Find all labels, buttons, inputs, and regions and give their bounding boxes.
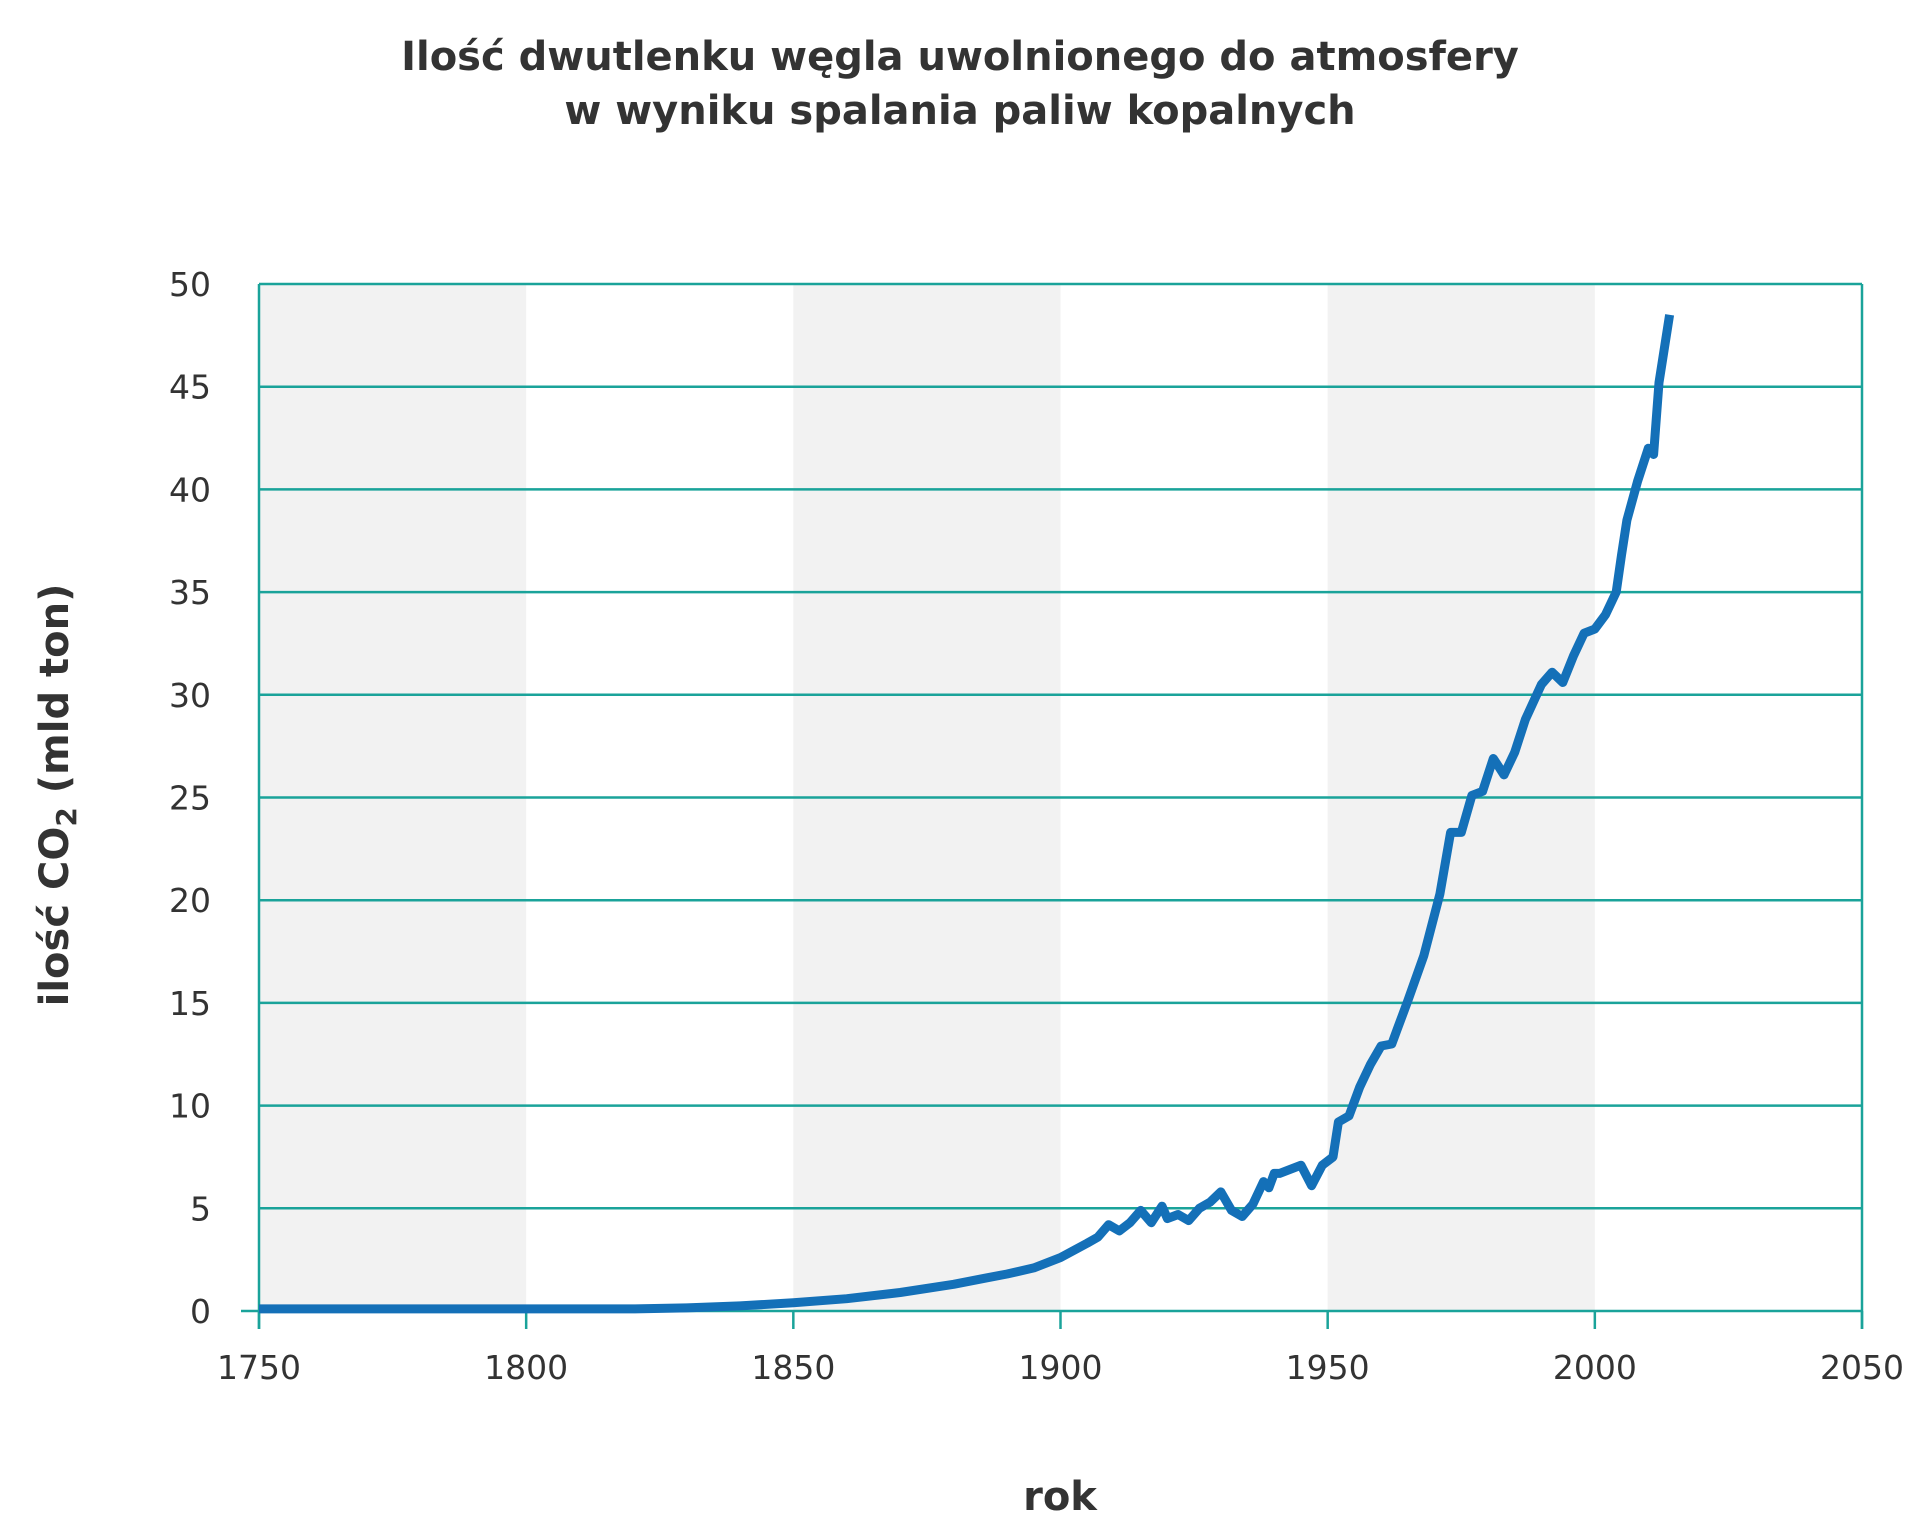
y-tick-label-5: 5	[190, 1189, 211, 1228]
x-axis-title: rok	[1023, 1474, 1098, 1520]
x-tick-label-2050: 2050	[1820, 1348, 1904, 1387]
y-axis-title-subscript: 2	[50, 807, 83, 826]
y-axis-title-unit: (mld ton)	[32, 584, 78, 808]
chart-title-line-2: w wyniku spalania paliw kopalnych	[564, 88, 1355, 134]
y-tick-label-15: 15	[169, 984, 211, 1023]
chart-title-line-1: Ilość dwutlenku węgla uwolnionego do atm…	[401, 34, 1519, 80]
y-tick-label-0: 0	[190, 1292, 211, 1331]
y-axis-title-main: ilość CO	[32, 827, 78, 1007]
x-tick-label-1800: 1800	[484, 1348, 568, 1387]
y-tick-label-25: 25	[169, 779, 211, 818]
x-tick-label-1950: 1950	[1286, 1348, 1370, 1387]
tick-labels: 0 5 10 15 20 25 30 35 40 45 50 1750 1800 1850 1900 1950…	[169, 265, 1904, 1387]
x-tick-label-1850: 1850	[751, 1348, 835, 1387]
axes	[241, 284, 1864, 1329]
y-tick-label-45: 45	[169, 368, 211, 407]
y-tick-label-30: 30	[169, 676, 211, 715]
series-layer	[259, 314, 1675, 1314]
y-tick-label-40: 40	[169, 470, 211, 509]
x-tick-label-2000: 2000	[1553, 1348, 1637, 1387]
y-tick-label-35: 35	[169, 573, 211, 612]
x-tick-label-1900: 1900	[1019, 1348, 1103, 1387]
y-axis-title: ilość CO2 (mld ton)	[32, 584, 83, 1007]
y-tick-label-50: 50	[169, 265, 211, 304]
x-tick-label-1750: 1750	[217, 1348, 301, 1387]
gridlines	[259, 282, 1862, 1313]
y-tick-label-10: 10	[169, 1087, 211, 1126]
series-line-0	[259, 314, 1675, 1314]
y-tick-label-20: 20	[169, 881, 211, 920]
